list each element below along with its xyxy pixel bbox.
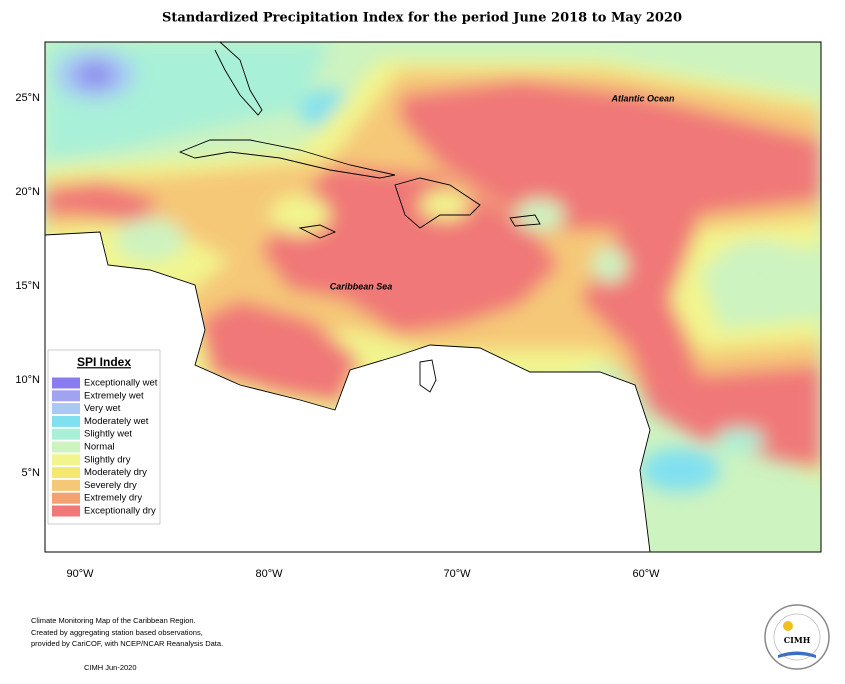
lon-label: 60°W [632,568,660,580]
legend-swatch [52,505,80,517]
legend-swatch [52,390,80,402]
lat-label: 15°N [15,280,40,292]
lat-label: 5°N [22,467,41,479]
credit-date: CIMH Jun-2020 [84,663,137,672]
legend-label: Slightly dry [84,454,131,465]
legend-label: Moderately dry [84,467,147,478]
map-title: Standardized Precipitation Index for the… [162,11,682,26]
legend-label: Normal [84,442,115,453]
lon-label: 70°W [443,568,471,580]
legend-label: Slightly wet [84,429,132,440]
legend-label: Moderately wet [84,416,149,427]
lat-label: 25°N [15,92,40,104]
sea-label: Caribbean Sea [330,281,393,291]
legend-swatch [52,428,80,440]
lat-label: 10°N [15,374,40,386]
legend-swatch [52,415,80,427]
legend-label: Extremely wet [84,390,144,401]
legend-swatch [52,454,80,466]
legend-swatch [52,492,80,504]
lon-label: 80°W [255,568,283,580]
map-frame [44,41,822,553]
lon-label: 90°W [66,568,94,580]
legend-label: Exceptionally wet [84,378,158,389]
credit-line: Created by aggregating station based obs… [31,628,203,637]
legend-swatch [52,403,80,415]
legend-label: Very wet [84,403,121,414]
logo: CIMH [764,604,830,670]
spi-field [45,42,821,552]
credit-line: provided by CariCOF, with NCEP/NCAR Rean… [31,639,223,648]
legend-label: Extremely dry [84,493,142,504]
logo-text: CIMH [784,635,811,645]
legend-label: Severely dry [84,480,137,491]
legend-label: Exceptionally dry [84,506,156,517]
legend-title: SPI Index [77,355,131,369]
credit-line: Climate Monitoring Map of the Caribbean … [31,616,196,625]
lat-label: 20°N [15,186,40,198]
legend-swatch [52,479,80,491]
legend-swatch [52,467,80,479]
ocean-label: Atlantic Ocean [610,93,675,103]
legend-swatch [52,441,80,453]
legend-swatch [52,377,80,389]
